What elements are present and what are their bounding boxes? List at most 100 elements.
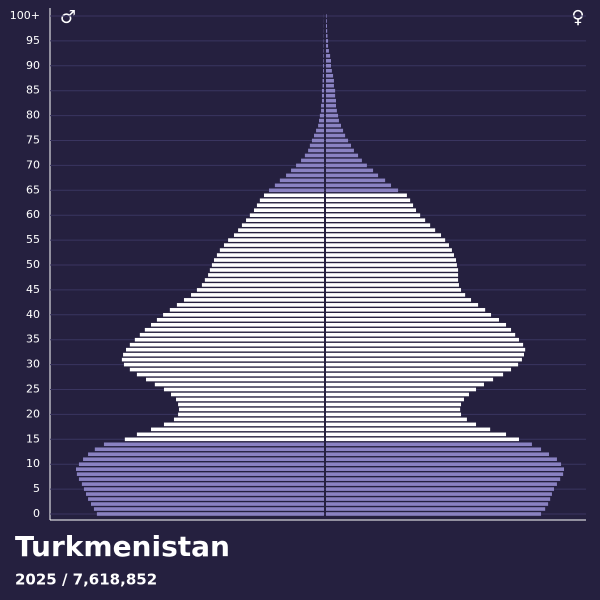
male-bar xyxy=(322,78,324,83)
male-bar xyxy=(228,238,324,242)
female-bar xyxy=(326,178,386,183)
female-bar xyxy=(326,482,557,486)
male-bar xyxy=(178,402,324,407)
y-tick-label: 45 xyxy=(26,283,40,296)
male-bar xyxy=(123,352,325,357)
y-tick-label: 65 xyxy=(26,183,40,196)
male-bar xyxy=(253,208,324,213)
female-bar xyxy=(326,158,362,163)
female-bar xyxy=(326,248,452,252)
female-bar xyxy=(326,29,328,33)
male-bar xyxy=(129,367,324,372)
y-tick-label: 85 xyxy=(26,84,40,97)
male-bar xyxy=(216,253,324,257)
female-bar xyxy=(326,313,492,317)
male-bar xyxy=(304,153,324,158)
female-bar xyxy=(326,427,491,432)
female-bar xyxy=(326,59,332,63)
female-bar xyxy=(326,24,328,28)
male-bar xyxy=(94,447,324,452)
female-bar xyxy=(326,347,526,352)
male-bar xyxy=(163,313,324,317)
male-bar xyxy=(191,293,324,297)
male-bar xyxy=(151,322,324,327)
male-symbol: ♂ xyxy=(60,7,76,28)
y-tick-label: 5 xyxy=(33,482,40,495)
female-bar xyxy=(326,263,457,267)
female-bar xyxy=(326,322,507,327)
female-bar xyxy=(326,188,399,193)
female-bar xyxy=(326,198,411,203)
y-tick-label: 80 xyxy=(26,109,40,122)
female-bar xyxy=(326,457,557,462)
male-bar xyxy=(213,258,324,262)
female-bar xyxy=(326,73,334,78)
male-bar xyxy=(291,168,324,173)
female-bar xyxy=(326,128,344,133)
male-bar xyxy=(223,243,324,247)
female-bar xyxy=(326,342,524,347)
male-bar xyxy=(204,278,324,282)
male-bar xyxy=(76,467,324,471)
female-bar xyxy=(326,168,374,173)
female-bar xyxy=(326,467,564,471)
male-bar xyxy=(208,273,324,277)
female-bar xyxy=(326,34,328,38)
female-bar xyxy=(326,64,332,68)
female-bar xyxy=(326,502,549,506)
male-bar xyxy=(139,332,324,337)
female-bar xyxy=(326,44,329,48)
female-bar xyxy=(326,253,454,257)
female-bar xyxy=(326,477,561,481)
female-bar xyxy=(326,218,426,222)
male-bar xyxy=(83,457,324,462)
female-bar xyxy=(326,362,519,367)
male-bar xyxy=(238,228,324,232)
female-bar xyxy=(326,382,484,387)
female-bar xyxy=(326,93,336,98)
y-tick-label: 20 xyxy=(26,407,40,420)
female-bar xyxy=(326,497,551,501)
y-tick-label: 100+ xyxy=(10,9,40,22)
female-bar xyxy=(326,14,327,18)
female-bar xyxy=(326,298,472,302)
male-bar xyxy=(134,337,324,342)
female-bar xyxy=(326,387,477,392)
male-bar xyxy=(241,223,324,227)
male-bar xyxy=(76,472,324,476)
male-bar xyxy=(78,477,325,481)
female-bar xyxy=(326,83,334,88)
male-bar xyxy=(178,412,324,417)
male-bar xyxy=(322,83,324,88)
male-bar xyxy=(176,397,324,402)
female-bar xyxy=(326,173,379,178)
female-bar xyxy=(326,103,337,108)
female-bar xyxy=(326,203,414,208)
male-bar xyxy=(96,512,325,516)
female-bar xyxy=(326,472,564,476)
male-bar xyxy=(201,283,324,287)
female-bar xyxy=(326,407,461,412)
male-bar xyxy=(83,487,325,491)
y-tick-label: 40 xyxy=(26,308,40,321)
female-bar xyxy=(326,293,466,297)
female-bar xyxy=(326,288,462,292)
female-bar xyxy=(326,377,494,382)
male-bar xyxy=(156,317,324,322)
male-bar xyxy=(126,347,324,352)
female-symbol: ♀ xyxy=(571,7,584,28)
male-bar xyxy=(124,437,324,442)
male-bar xyxy=(286,173,324,178)
male-bar xyxy=(318,123,324,128)
female-bar xyxy=(326,447,542,452)
male-bar xyxy=(321,93,324,98)
female-bar xyxy=(326,442,532,447)
female-bar xyxy=(326,133,346,138)
female-bar xyxy=(326,507,546,511)
female-bar xyxy=(326,68,332,73)
female-bar xyxy=(326,278,459,282)
female-bar xyxy=(326,432,507,437)
male-bar xyxy=(249,213,324,217)
female-bar xyxy=(326,193,407,198)
